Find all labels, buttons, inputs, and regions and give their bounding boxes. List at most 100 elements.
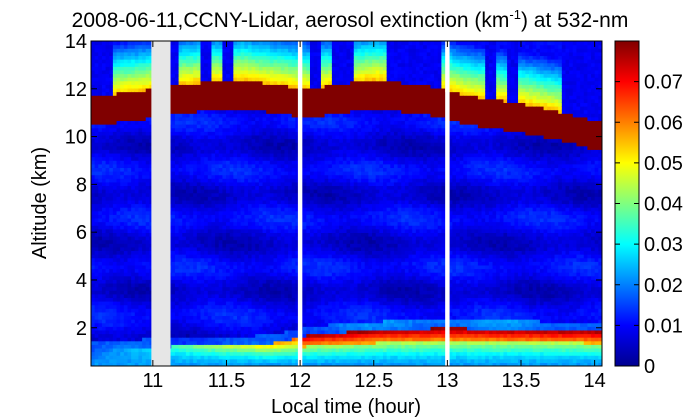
heatmap-cell (244, 113, 249, 118)
heatmap-cell (284, 109, 289, 114)
heatmap-cell (123, 59, 129, 64)
heatmap-cell (178, 98, 183, 103)
heatmap-cell (233, 145, 238, 150)
heatmap-cell (189, 333, 194, 338)
heatmap-cell (105, 77, 110, 82)
heatmap-cell (266, 199, 271, 205)
heatmap-cell (255, 91, 260, 96)
heatmap-cell (196, 322, 202, 327)
heatmap-cell (204, 358, 209, 363)
heatmap-cell (189, 77, 194, 82)
heatmap-cell (247, 347, 253, 353)
heatmap-cell (142, 344, 147, 349)
heatmap-cell (185, 286, 191, 291)
heatmap-cell (120, 95, 125, 100)
heatmap-cell (244, 131, 249, 136)
heatmap-cell (185, 319, 191, 324)
heatmap-cell (291, 243, 296, 248)
heatmap-cell (131, 192, 136, 197)
heatmap-cell (229, 127, 234, 132)
heatmap-cell (247, 254, 253, 259)
heatmap-cell (255, 131, 260, 136)
heatmap-cell (237, 73, 242, 78)
heatmap-cell (266, 236, 271, 241)
heatmap-cell (131, 333, 136, 338)
heatmap-cell (288, 347, 293, 353)
heatmap-cell (266, 333, 271, 338)
heatmap-cell (105, 149, 110, 154)
heatmap-cell (266, 246, 271, 252)
heatmap-cell (280, 98, 286, 103)
heatmap-cell (138, 261, 143, 266)
heatmap-cell (218, 246, 223, 252)
heatmap-cell (240, 109, 245, 114)
heatmap-cell (138, 301, 143, 306)
heatmap-cell (280, 221, 286, 226)
heatmap-cell (145, 145, 150, 150)
heatmap-cell (262, 73, 267, 78)
heatmap-cell (204, 315, 209, 320)
heatmap-cell (182, 311, 187, 317)
heatmap-cell (109, 315, 114, 320)
heatmap-cell (288, 156, 293, 161)
heatmap-cell (291, 207, 296, 212)
heatmap-cell (273, 351, 278, 356)
heatmap-cell (262, 189, 267, 194)
heatmap-cell (280, 134, 286, 140)
heatmap-cell (91, 199, 96, 205)
heatmap-cell (101, 138, 107, 143)
heatmap-cell (229, 131, 234, 136)
heatmap-cell (112, 358, 118, 363)
heatmap-cell (131, 337, 136, 342)
heatmap-cell (258, 301, 264, 306)
heatmap-cell (134, 358, 140, 363)
heatmap-cell (189, 297, 194, 302)
heatmap-cell (200, 264, 205, 270)
heatmap-cell (94, 48, 99, 53)
heatmap-cell (247, 127, 253, 132)
heatmap-cell (207, 185, 213, 190)
heatmap-cell (229, 261, 234, 266)
heatmap-cell (226, 55, 231, 60)
heatmap-cell (120, 308, 125, 313)
heatmap-cell (273, 315, 278, 320)
heatmap-cell (291, 275, 296, 280)
heatmap-cell (266, 91, 271, 96)
heatmap-cell (101, 59, 107, 64)
heatmap-cell (207, 362, 213, 366)
heatmap-cell (174, 149, 180, 154)
heatmap-cell (266, 152, 271, 158)
heatmap-cell (291, 239, 296, 244)
heatmap-cell (178, 178, 183, 183)
heatmap-cell (233, 156, 238, 161)
heatmap-cell (262, 124, 267, 129)
heatmap-cell (116, 337, 121, 342)
heatmap-cell (211, 163, 216, 168)
heatmap-cell (138, 214, 143, 219)
heatmap-cell (189, 250, 194, 255)
heatmap-cell (105, 156, 110, 161)
heatmap-cell (178, 171, 183, 176)
heatmap-cell (247, 358, 253, 363)
heatmap-cell (91, 116, 96, 122)
heatmap-cell (229, 347, 234, 353)
heatmap-cell (262, 77, 267, 82)
heatmap-cell (251, 214, 256, 219)
heatmap-cell (174, 228, 180, 233)
heatmap-cell (204, 297, 209, 302)
heatmap-cell (200, 69, 205, 75)
heatmap-cell (116, 308, 121, 313)
heatmap-cell (112, 145, 118, 150)
heatmap-cell (101, 134, 107, 140)
heatmap-cell (109, 326, 114, 331)
heatmap-cell (171, 98, 176, 103)
heatmap-cell (123, 124, 129, 129)
heatmap-cell (142, 322, 147, 327)
heatmap-cell (280, 131, 286, 136)
heatmap-cell (237, 199, 242, 205)
heatmap-cell (222, 239, 227, 244)
heatmap-cell (215, 297, 220, 302)
heatmap-cell (207, 106, 213, 111)
heatmap-cell (251, 264, 256, 270)
heatmap-cell (247, 246, 253, 252)
